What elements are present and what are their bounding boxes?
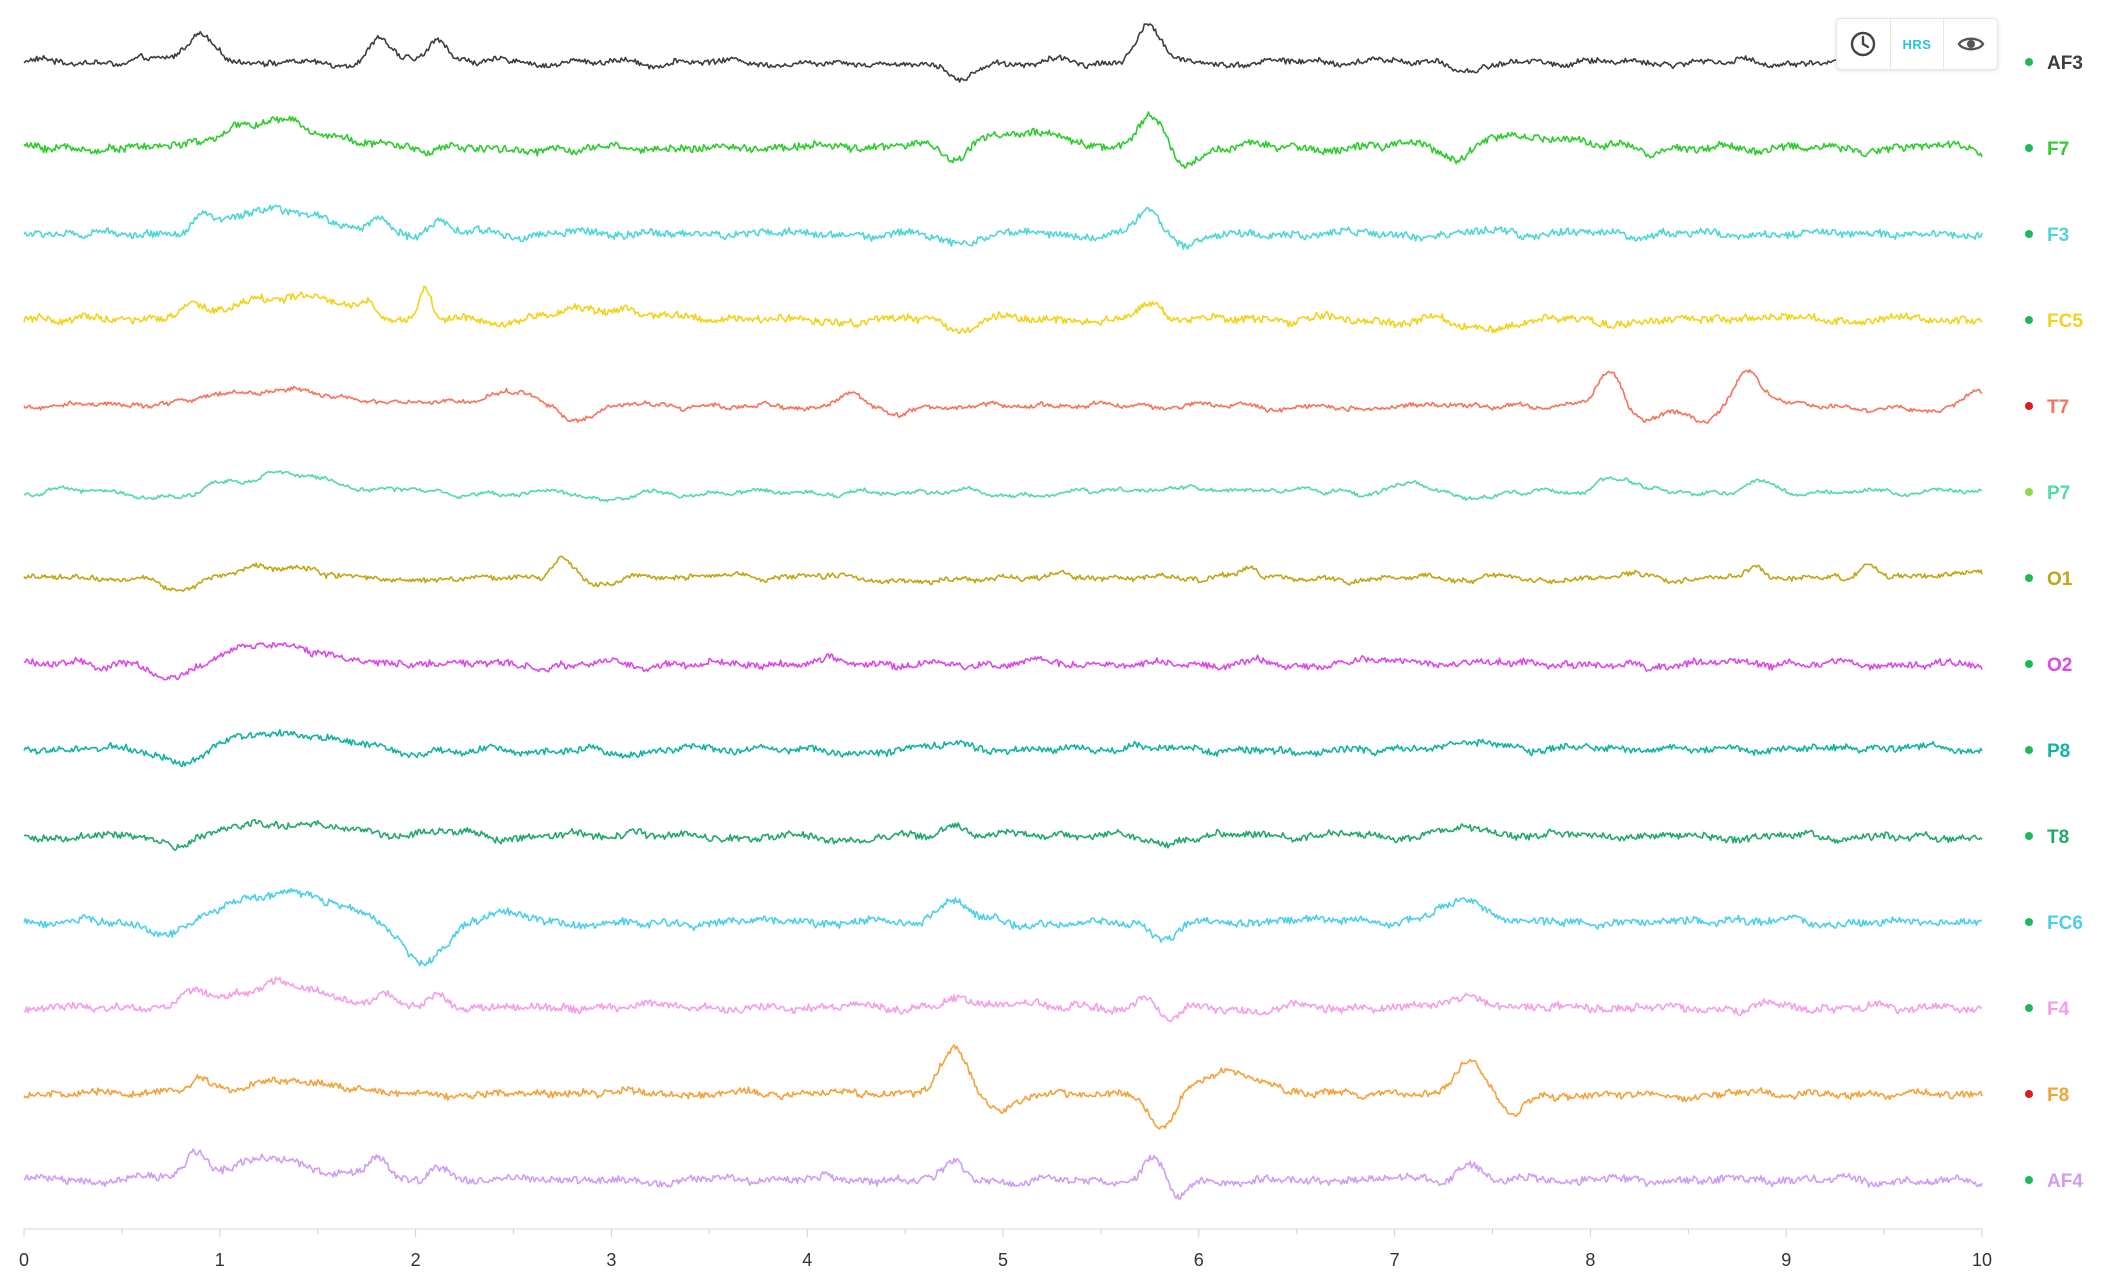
channel-label-p8[interactable]: P8	[2047, 741, 2070, 762]
trace-af3	[23, 23, 1983, 83]
x-tick-label: 2	[411, 1250, 421, 1270]
trace-f8	[23, 1044, 1983, 1130]
eye-icon	[1957, 37, 1985, 51]
status-dot-f3	[2025, 230, 2033, 238]
status-dot-t7	[2025, 402, 2033, 410]
x-tick-label: 5	[998, 1250, 1008, 1270]
x-tick-label: 10	[1972, 1250, 1992, 1270]
channel-label-f7[interactable]: F7	[2047, 139, 2069, 160]
channel-label-f3[interactable]: F3	[2047, 225, 2069, 246]
trace-p7	[23, 469, 1983, 503]
status-dot-t8	[2025, 832, 2033, 840]
status-dot-af3	[2025, 58, 2033, 66]
channel-label-fc5[interactable]: FC5	[2047, 311, 2083, 332]
visibility-button[interactable]	[1944, 19, 1997, 69]
trace-fc5	[23, 285, 1983, 335]
eeg-traces	[23, 23, 1983, 1200]
x-tick-label: 1	[215, 1250, 225, 1270]
status-dot-p7	[2025, 488, 2033, 496]
status-dot-f4	[2025, 1004, 2033, 1012]
channel-legend: AF3 F7 F3 FC5 T7 P7 O1 O2 P8 T8 FC6 F4 F8 AF4	[2025, 53, 2083, 1192]
x-tick-label: 4	[802, 1250, 812, 1270]
status-dot-af4	[2025, 1176, 2033, 1184]
trace-t7	[23, 368, 1983, 424]
channel-label-t8[interactable]: T8	[2047, 827, 2069, 848]
trace-fc6	[23, 887, 1983, 967]
trace-o1	[23, 555, 1983, 593]
channel-label-o2[interactable]: O2	[2047, 655, 2072, 676]
x-tick-label: 3	[606, 1250, 616, 1270]
x-axis: 0 1 2 3 4 5 6 7 8 9 10	[19, 1228, 1992, 1270]
x-tick-label: 0	[19, 1250, 29, 1270]
trace-f7	[23, 111, 1983, 169]
trace-o2	[23, 641, 1983, 681]
channel-label-o1[interactable]: O1	[2047, 569, 2073, 590]
channel-label-t7[interactable]: T7	[2047, 397, 2069, 418]
status-dot-fc6	[2025, 918, 2033, 926]
trace-af4	[23, 1148, 1983, 1200]
hrs-icon: HRS	[1902, 36, 1932, 52]
trace-p8	[23, 728, 1983, 768]
chart-toolbar: HRS	[1836, 18, 1998, 70]
x-tick-label: 9	[1781, 1250, 1791, 1270]
status-dot-p8	[2025, 746, 2033, 754]
channel-label-af4[interactable]: AF4	[2047, 1171, 2083, 1192]
hrs-button[interactable]: HRS	[1891, 19, 1945, 69]
channel-label-p7[interactable]: P7	[2047, 483, 2070, 504]
trace-f4	[23, 976, 1983, 1023]
x-tick-label: 6	[1194, 1250, 1204, 1270]
x-tick-label: 8	[1585, 1250, 1595, 1270]
channel-label-f4[interactable]: F4	[2047, 999, 2070, 1020]
trace-t8	[23, 818, 1983, 851]
x-tick-label: 7	[1390, 1250, 1400, 1270]
channel-label-fc6[interactable]: FC6	[2047, 913, 2083, 934]
status-dot-fc5	[2025, 316, 2033, 324]
status-dot-f7	[2025, 144, 2033, 152]
status-dot-f8	[2025, 1090, 2033, 1098]
channel-label-af3[interactable]: AF3	[2047, 53, 2083, 74]
status-dot-o2	[2025, 660, 2033, 668]
history-button[interactable]	[1837, 19, 1891, 69]
status-dot-o1	[2025, 574, 2033, 582]
channel-label-f8[interactable]: F8	[2047, 1085, 2069, 1106]
trace-f3	[23, 204, 1983, 250]
clock-icon	[1851, 31, 1876, 57]
